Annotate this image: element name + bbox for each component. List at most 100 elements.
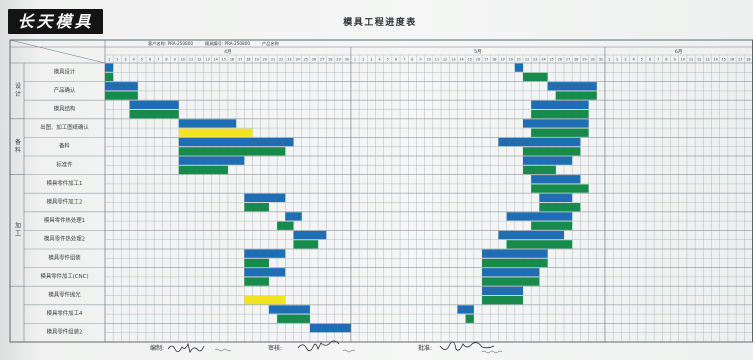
day-tick-75: 14 [713,58,717,62]
gantt-bar-t9-s2-2 [531,221,573,230]
gantt-bar-t9-s1-2 [506,212,573,221]
day-tick-19: 19 [254,58,258,62]
day-tick-29: 29 [336,58,340,62]
task-label-9: 模具零件热处理1 [44,216,85,224]
task-label-1: 模具设计 [54,67,76,75]
task-label-11: 模具零件组装 [48,253,81,261]
company-logo: 长天模具 [8,9,103,34]
day-tick-9: 9 [174,58,176,62]
day-tick-44: 14 [459,58,463,62]
day-tick-72: 11 [689,58,693,62]
gantt-bar-t11-s1-2 [482,249,548,258]
gantt-bar-t1-s1-2 [514,63,524,72]
day-tick-47: 17 [484,58,488,62]
gantt-bar-t1-s2-2 [523,72,548,82]
task-label-8: 模具零件加工2 [47,198,83,206]
day-tick-69: 8 [665,58,667,62]
signature-scribble-reviewed [297,340,340,352]
grid-lines [104,54,753,342]
gantt-bar-t14-s2-2 [465,314,474,323]
gantt-bar-t5-s2-1 [178,147,286,156]
gantt-bar-t10-s2-2 [506,240,573,249]
day-tick-8: 8 [165,58,167,62]
day-tick-78: 17 [738,58,742,62]
gantt-bar-t12-s1-2 [482,268,540,277]
task-label-5: 备料 [59,142,70,150]
day-tick-67: 6 [649,58,651,62]
day-tick-6: 6 [149,58,151,62]
day-tick-41: 11 [435,58,439,62]
day-tick-52: 22 [525,58,529,62]
day-tick-60: 30 [591,58,595,62]
signature-date-approved [481,350,503,354]
day-tick-16: 16 [230,58,234,62]
signature-scribble-approved [439,341,495,351]
gantt-bar-t6-s2-2 [523,165,556,175]
day-tick-74: 13 [705,58,709,62]
signatures [167,340,503,354]
gantt-bar-t4-s1-1 [178,119,237,128]
day-tick-3: 3 [124,58,126,62]
day-tick-54: 24 [541,58,545,62]
day-tick-23: 23 [287,58,291,62]
day-tick-24: 24 [295,58,299,62]
task-label-7: 模具零件加工1 [47,179,83,187]
day-tick-53: 23 [533,58,537,62]
header-info-text-1: 客户名称: PRA-250800 [148,40,193,47]
gantt-bar-t14-s1-2 [457,305,474,314]
day-tick-13: 13 [205,58,209,62]
day-tick-42: 12 [443,58,447,62]
gantt-bar-t2-s1-2 [547,82,597,91]
day-tick-76: 15 [722,58,726,62]
task-label-13: 模具零件抛光 [48,291,81,299]
day-tick-73: 12 [697,58,701,62]
day-tick-25: 25 [304,58,308,62]
approved-by-label: 批准: [418,345,433,352]
month-label-1: 4月 [224,49,232,55]
gantt-bar-t12-s1-1 [244,268,286,277]
day-tick-31: 1 [354,58,356,62]
day-tick-59: 29 [582,58,586,62]
day-tick-64: 3 [624,58,626,62]
day-tick-27: 27 [320,58,324,62]
task-label-10: 模具零件热处理2 [44,235,85,243]
gantt-bar-t12-s2-2 [482,277,540,286]
gantt-bar-t4-s1-2 [523,119,589,128]
day-tick-28: 28 [328,58,332,62]
gantt-bar-t10-s2-1 [293,240,319,249]
day-tick-65: 4 [633,58,635,62]
gantt-bar-t2-s1-1 [105,82,138,91]
day-tick-45: 15 [468,58,472,62]
gantt-bar-t13-s2-1 [244,296,286,305]
day-tick-11: 11 [189,58,193,62]
gantt-bar-t7-s2-1 [531,184,589,193]
gantt-bar-t14-s2-1 [277,314,310,323]
day-tick-35: 5 [387,58,389,62]
group-label-3: 加工 [14,222,21,239]
day-tick-37: 7 [403,58,405,62]
day-tick-71: 10 [681,58,685,62]
header-info-text-3: 产品名称 [262,40,279,47]
day-tick-66: 5 [641,58,643,62]
day-tick-55: 25 [550,58,554,62]
day-tick-62: 1 [608,58,610,62]
header-info-text-2: 模具编号: PRA-250800 [205,40,250,47]
signature-date-reviewed [342,349,356,353]
day-tick-36: 6 [395,58,397,62]
row-separators [24,81,753,324]
day-tick-15: 15 [222,58,226,62]
task-label-12: 模具零件加工(CNC) [40,272,88,280]
task-label-3: 模具结构 [54,105,76,113]
gantt-bar-t14-s1-1 [268,305,310,314]
day-tick-26: 26 [312,58,316,62]
page-title: 模具工程进度表 [343,18,417,28]
day-tick-51: 21 [517,58,521,62]
gantt-bar-t5-s1-1 [178,137,294,147]
gantt-bar-t4-s2-2 [531,128,589,137]
gantt-bar-t4-s2-1 [178,128,253,137]
gantt-bar-t5-s2-2 [523,147,581,156]
day-tick-14: 14 [213,58,217,62]
day-tick-30: 30 [345,58,349,62]
day-tick-49: 19 [500,58,504,62]
